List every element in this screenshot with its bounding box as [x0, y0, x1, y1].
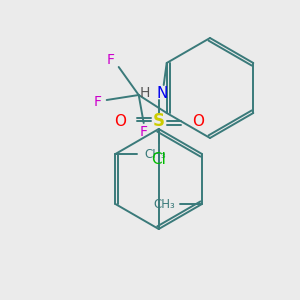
Text: CH₃: CH₃	[145, 148, 166, 160]
Text: S: S	[153, 112, 165, 130]
Text: N: N	[156, 85, 167, 100]
Text: F: F	[140, 125, 148, 139]
Text: H: H	[140, 86, 150, 100]
Text: F: F	[94, 95, 102, 109]
Text: CH₃: CH₃	[153, 197, 175, 211]
Text: O: O	[192, 113, 204, 128]
Text: O: O	[114, 113, 126, 128]
Text: Cl: Cl	[151, 152, 166, 167]
Text: F: F	[107, 53, 115, 67]
